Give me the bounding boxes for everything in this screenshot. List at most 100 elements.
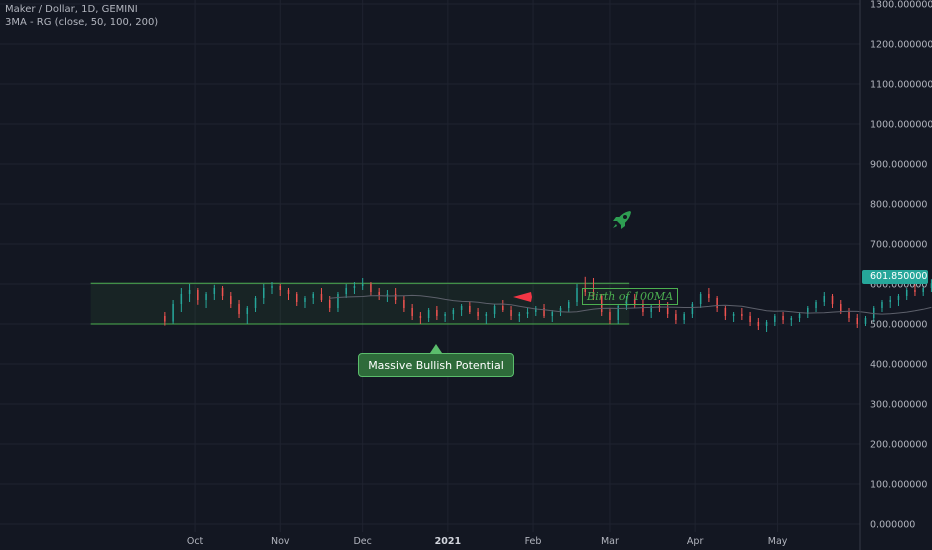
candle-body bbox=[254, 298, 257, 308]
candle-body bbox=[741, 314, 743, 316]
candle-body bbox=[757, 322, 760, 326]
candle-body bbox=[922, 288, 924, 292]
candle-body bbox=[675, 314, 677, 320]
birth-of-100ma-label[interactable]: Birth of 100MA bbox=[582, 288, 679, 305]
candle-body bbox=[724, 308, 727, 316]
price-tick-label: 200.000000 bbox=[870, 440, 927, 451]
indicator-label: 3MA - RG (close, 50, 100, 200) bbox=[5, 17, 159, 28]
candle-body bbox=[361, 284, 364, 286]
candle-body bbox=[230, 296, 232, 304]
candle-body bbox=[436, 310, 438, 316]
candle-body bbox=[205, 294, 207, 300]
candle-body bbox=[666, 308, 669, 314]
candle-body bbox=[188, 290, 191, 294]
candle-body bbox=[502, 306, 504, 310]
candle-body bbox=[493, 306, 496, 314]
candle-body bbox=[732, 314, 735, 316]
candle-body bbox=[840, 304, 842, 312]
candle-body bbox=[708, 294, 710, 298]
ma-line bbox=[329, 294, 932, 315]
candle-body bbox=[221, 288, 224, 296]
candle-body bbox=[295, 294, 298, 302]
candle-body bbox=[411, 308, 413, 316]
rocket-icon bbox=[613, 211, 631, 229]
price-channel bbox=[90, 282, 630, 325]
candle-body bbox=[238, 304, 240, 314]
candle-body bbox=[930, 283, 932, 288]
candle-body bbox=[881, 302, 883, 308]
candle-body bbox=[469, 306, 471, 312]
candle-body bbox=[650, 306, 652, 312]
price-tick-label: 700.000000 bbox=[870, 240, 927, 251]
candle-body bbox=[485, 314, 488, 316]
candle-body bbox=[848, 312, 850, 318]
candle-body bbox=[765, 322, 768, 326]
candle-body bbox=[699, 294, 702, 304]
candle-body bbox=[427, 310, 430, 318]
bullish-callout[interactable]: Massive Bullish Potential bbox=[358, 353, 514, 377]
candle-body bbox=[172, 304, 174, 322]
candle-body bbox=[444, 314, 446, 316]
candle-body bbox=[831, 296, 834, 304]
candle-body bbox=[807, 308, 809, 314]
candle-body bbox=[246, 308, 249, 314]
candle-body bbox=[889, 300, 891, 302]
time-tick-label: 2021 bbox=[435, 536, 461, 547]
candle-body bbox=[872, 308, 875, 318]
candle-body bbox=[370, 284, 372, 292]
price-tick-label: 800.000000 bbox=[870, 200, 927, 211]
candle-body bbox=[304, 298, 306, 302]
candle-body bbox=[526, 312, 529, 314]
candle-body bbox=[609, 312, 611, 320]
candle-body bbox=[320, 294, 323, 300]
candle-body bbox=[353, 286, 356, 288]
time-tick-label: Feb bbox=[525, 536, 542, 547]
candle-body bbox=[914, 290, 916, 292]
candle-body bbox=[279, 286, 282, 290]
time-tick-label: Dec bbox=[353, 536, 371, 547]
time-tick-label: Apr bbox=[687, 536, 704, 547]
candle-body bbox=[576, 288, 578, 302]
candle-body bbox=[510, 310, 512, 316]
candle-body bbox=[691, 304, 694, 314]
price-tick-label: 1300.000000 bbox=[870, 0, 932, 11]
candle-body bbox=[864, 318, 867, 324]
candle-body bbox=[683, 314, 685, 320]
candle-body bbox=[460, 306, 463, 310]
candle-body bbox=[180, 294, 183, 304]
candle-body bbox=[815, 302, 817, 308]
channel-fill bbox=[90, 283, 630, 324]
price-tick-label: 1000.000000 bbox=[870, 120, 932, 131]
price-tick-label: 0.000000 bbox=[870, 520, 915, 531]
candle-body bbox=[551, 312, 554, 316]
candle-body bbox=[592, 292, 595, 296]
candle-body bbox=[345, 288, 347, 294]
candle-body bbox=[543, 308, 545, 316]
price-axis: 1300.000000 1200.000000 1100.000000 1000.00… bbox=[870, 0, 932, 531]
candle-body bbox=[197, 290, 199, 300]
candle-body bbox=[856, 318, 859, 324]
candle-body bbox=[477, 312, 479, 316]
candle-body bbox=[378, 292, 380, 296]
price-tick-label: 300.000000 bbox=[870, 400, 927, 411]
candle-body bbox=[782, 316, 784, 320]
candle-body bbox=[823, 296, 826, 302]
candle-body bbox=[897, 296, 900, 300]
candle-body bbox=[567, 302, 570, 308]
candlestick-series bbox=[164, 276, 932, 332]
candle-body bbox=[633, 300, 636, 304]
red-arrow-icon bbox=[513, 292, 568, 302]
last-price-tag: 601.850000 bbox=[862, 270, 928, 284]
candle-body bbox=[328, 300, 331, 308]
price-tick-label: 100.000000 bbox=[870, 480, 927, 491]
red-arrow-icon bbox=[513, 292, 568, 302]
candle-body bbox=[271, 286, 273, 288]
grid-lines bbox=[0, 0, 860, 532]
candle-body bbox=[774, 316, 776, 322]
candle-body bbox=[518, 314, 521, 316]
callout-pointer bbox=[430, 344, 442, 353]
price-tick-label: 1200.000000 bbox=[870, 40, 932, 51]
time-tick-label: Oct bbox=[187, 536, 204, 547]
time-axis: Oct Nov Dec 2021 Feb Mar Apr May bbox=[187, 536, 788, 547]
